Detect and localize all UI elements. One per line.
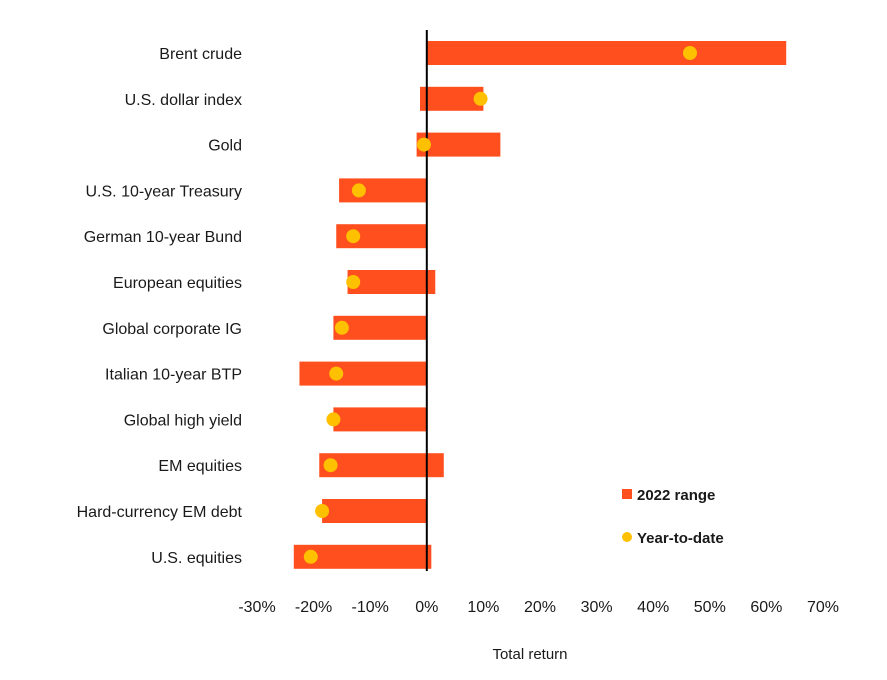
range-bar xyxy=(426,41,787,65)
category-label: U.S. 10-year Treasury xyxy=(86,183,243,200)
ytd-point xyxy=(346,229,361,244)
category-label: Italian 10-year BTP xyxy=(105,367,242,384)
legend-swatch-range xyxy=(622,489,632,499)
range-bar xyxy=(319,453,444,478)
range-bar xyxy=(347,270,436,294)
range-bar xyxy=(333,315,427,340)
x-tick-label: -20% xyxy=(295,599,332,616)
x-tick-labels: -30% -20% -10% 0% 10% 20% 30% 40% 50% 60% 70% xyxy=(238,599,839,616)
ytd-point xyxy=(346,275,361,289)
x-axis-title: Total return xyxy=(492,646,567,663)
category-label: EM equities xyxy=(158,458,242,475)
category-label: Brent crude xyxy=(159,46,242,63)
x-tick-label: 0% xyxy=(415,599,438,616)
ytd-point xyxy=(329,366,344,381)
ytd-point xyxy=(315,504,330,518)
ytd-point xyxy=(334,320,349,335)
category-label: U.S. equities xyxy=(151,550,242,567)
category-label: Gold xyxy=(208,138,242,155)
x-tick-label: 30% xyxy=(581,599,613,616)
x-tick-label: -10% xyxy=(352,599,389,616)
legend-label-range: 2022 range xyxy=(637,487,715,504)
x-tick-label: 20% xyxy=(524,599,556,616)
x-tick-label: 10% xyxy=(467,599,499,616)
ytd-point xyxy=(473,91,488,106)
ytd-point xyxy=(682,46,697,60)
category-label: Global high yield xyxy=(124,412,242,429)
ytd-point xyxy=(326,412,341,427)
legend-label-ytd: Year-to-date xyxy=(637,530,724,547)
category-label: Global corporate IG xyxy=(102,321,242,338)
range-bar xyxy=(299,361,427,386)
x-tick-label: 40% xyxy=(637,599,669,616)
range-bar xyxy=(420,86,484,111)
category-labels: Brent crude U.S. dollar index Gold U.S. 10-… xyxy=(77,46,243,567)
ytd-points xyxy=(303,46,697,564)
legend-swatch-ytd xyxy=(622,532,632,542)
legend: 2022 range Year-to-date xyxy=(622,487,724,547)
x-tick-label: 70% xyxy=(807,599,839,616)
ytd-point xyxy=(351,183,366,198)
x-tick-label: -30% xyxy=(238,599,275,616)
category-label: German 10-year Bund xyxy=(84,229,242,246)
range-bar xyxy=(322,499,427,523)
ytd-point xyxy=(323,458,338,473)
category-label: U.S. dollar index xyxy=(125,92,242,109)
category-label: European equities xyxy=(113,275,242,292)
x-tick-label: 50% xyxy=(694,599,726,616)
ytd-point xyxy=(303,549,318,564)
range-bar xyxy=(333,407,427,432)
category-label: Hard-currency EM debt xyxy=(77,504,243,521)
x-tick-label: 60% xyxy=(750,599,782,616)
ytd-point xyxy=(416,137,431,152)
